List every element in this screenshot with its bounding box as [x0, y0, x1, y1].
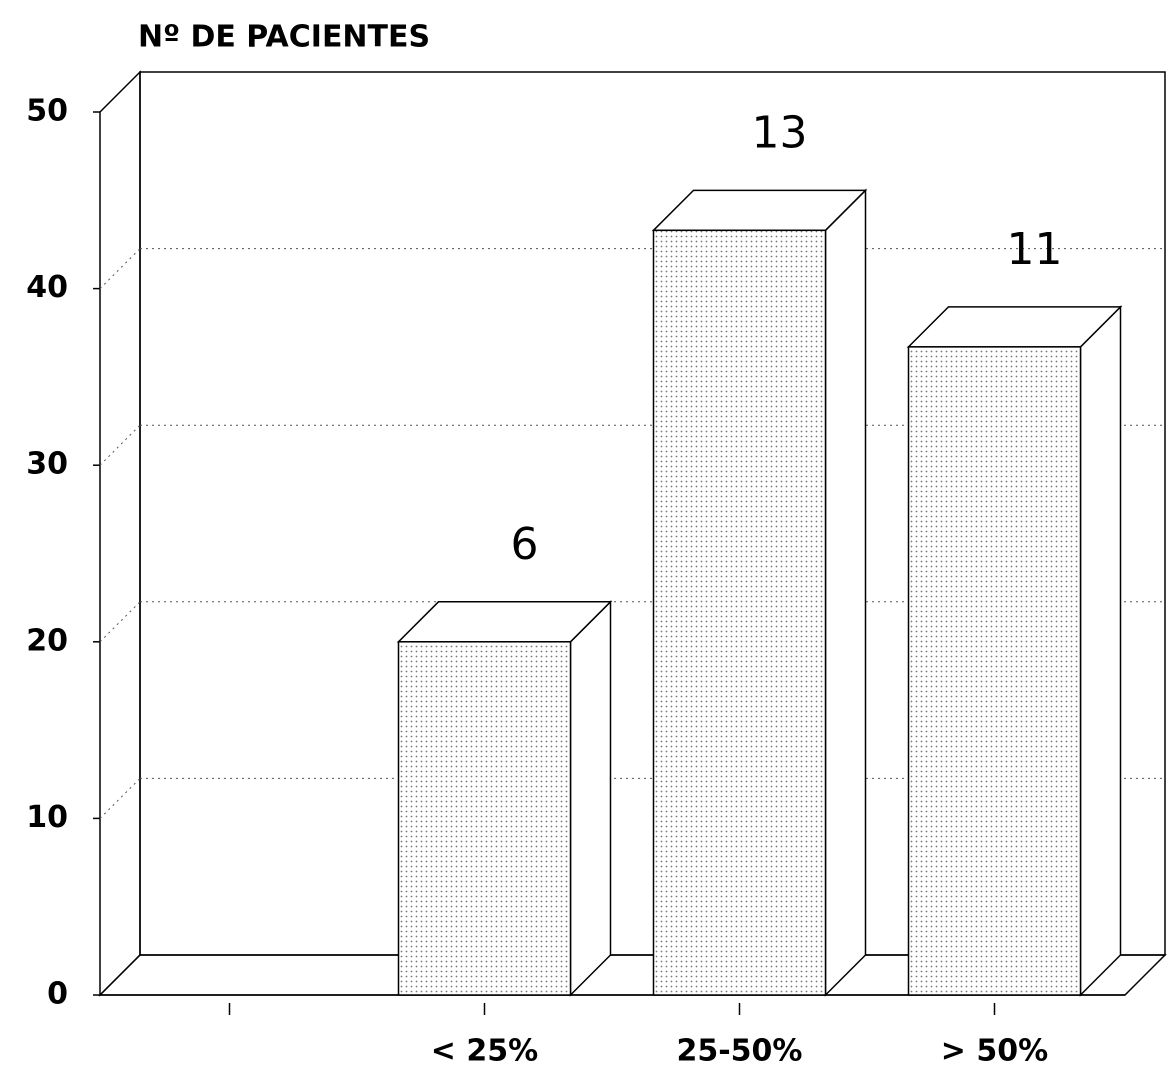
- chart-title: Nº DE PACIENTES: [138, 20, 430, 55]
- bar-side: [569, 599, 612, 997]
- data-label: 11: [1007, 224, 1063, 275]
- y-tick-label: 0: [47, 977, 68, 1012]
- bar: [397, 641, 572, 996]
- bar: [652, 229, 827, 996]
- y-tick-label: 10: [26, 800, 68, 835]
- y-tick-label: 40: [26, 270, 68, 305]
- grid-line: [99, 778, 141, 819]
- bar-side: [1079, 305, 1122, 997]
- left-wall: [99, 70, 141, 997]
- grid-line: [99, 601, 141, 643]
- data-label: 6: [511, 519, 539, 570]
- bar: [907, 346, 1082, 996]
- y-tick-label: 50: [26, 94, 68, 129]
- bar-side: [824, 188, 867, 997]
- y-tick-label: 20: [26, 623, 68, 658]
- grid-line: [99, 248, 141, 289]
- grid-line: [99, 424, 141, 466]
- x-tick-label: < 25%: [431, 1034, 538, 1069]
- y-tick-label: 30: [26, 447, 68, 482]
- x-tick-label: > 50%: [941, 1034, 1048, 1069]
- x-tick-label: 25-50%: [676, 1034, 802, 1069]
- data-label: 13: [752, 107, 808, 158]
